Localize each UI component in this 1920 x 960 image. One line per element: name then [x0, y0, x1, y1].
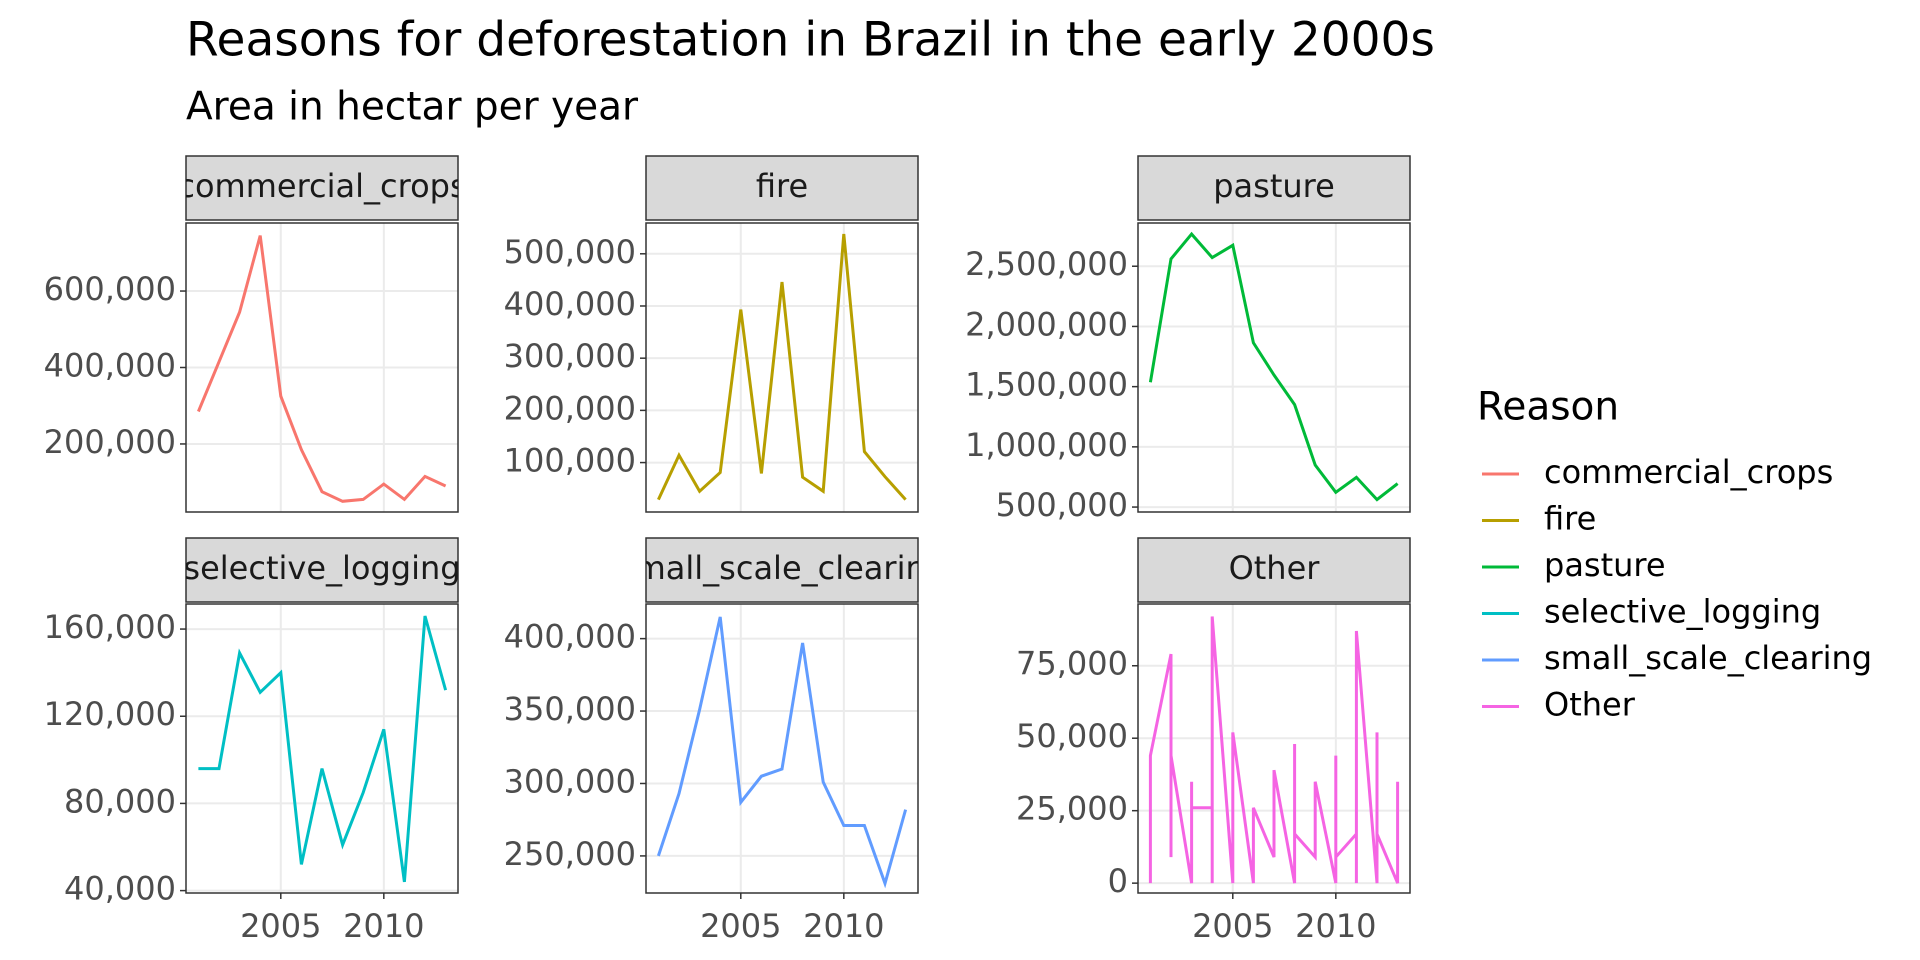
- strip: [1137, 155, 1411, 221]
- y-tick-label: 80,000: [64, 782, 176, 820]
- panel-background: [646, 604, 918, 893]
- y-tick-label: 300,000: [504, 337, 636, 375]
- y-tick-label: 25,000: [1016, 790, 1128, 828]
- y-tick-label: 200,000: [44, 423, 176, 461]
- y-tick-label: 300,000: [504, 762, 636, 800]
- data-line: [1148, 616, 1400, 884]
- y-tick-label: 400,000: [504, 618, 636, 656]
- y-tick-label: 40,000: [64, 870, 176, 908]
- y-tick-label: 1,500,000: [965, 366, 1128, 404]
- chart-subtitle: Area in hectar per year: [186, 85, 639, 130]
- x-tick-label: 2010: [343, 907, 424, 945]
- y-tick-label: 400,000: [504, 285, 636, 323]
- x-tick-label: 2010: [1295, 907, 1376, 945]
- data-line: [656, 616, 908, 889]
- x-tick-label: 2005: [1192, 907, 1273, 945]
- y-tick-label: 400,000: [44, 347, 176, 385]
- x-tick-label: 2005: [700, 907, 781, 945]
- y-tick-label: 200,000: [504, 389, 636, 427]
- strip: [185, 537, 459, 603]
- panel-border: [185, 603, 459, 894]
- strip-text: small_scale_clearing: [618, 549, 946, 587]
- y-tick-label: 2,500,000: [965, 245, 1128, 283]
- panel-border: [645, 222, 919, 513]
- panel-border: [645, 603, 919, 894]
- panel-background: [1138, 223, 1410, 512]
- strip-text: pasture: [1213, 167, 1335, 205]
- strip: [1137, 537, 1411, 603]
- panel-border: [1137, 222, 1411, 513]
- legend-label: fire: [1544, 500, 1596, 538]
- x-tick-label: 2005: [240, 907, 321, 945]
- y-tick-label: 120,000: [44, 695, 176, 733]
- strip: [185, 155, 459, 221]
- y-tick-label: 160,000: [44, 608, 176, 646]
- legend-label: selective_logging: [1544, 593, 1821, 631]
- legend-label: pasture: [1544, 546, 1666, 584]
- y-tick-label: 50,000: [1016, 717, 1128, 755]
- legend-label: commercial_crops: [1544, 453, 1833, 491]
- strip-text: commercial_crops: [177, 167, 466, 205]
- panel-border: [1137, 603, 1411, 894]
- data-line: [1148, 231, 1399, 502]
- y-tick-label: 1,000,000: [965, 426, 1128, 464]
- strip: [645, 537, 919, 603]
- y-tick-label: 2,000,000: [965, 305, 1128, 343]
- x-tick-label: 2010: [803, 907, 884, 945]
- legend-label: small_scale_clearing: [1544, 639, 1872, 677]
- data-line: [197, 235, 447, 503]
- y-tick-label: 75,000: [1016, 645, 1128, 683]
- y-tick-label: 600,000: [44, 270, 176, 308]
- strip-text: fire: [756, 167, 808, 205]
- data-line: [657, 233, 907, 501]
- y-tick-label: 250,000: [504, 835, 636, 873]
- legend-label: Other: [1544, 686, 1636, 724]
- data-line: [198, 615, 448, 883]
- y-tick-label: 100,000: [504, 442, 636, 480]
- strip: [645, 155, 919, 221]
- chart-title: Reasons for deforestation in Brazil in t…: [186, 13, 1435, 68]
- y-tick-label: 350,000: [504, 690, 636, 728]
- strip-text: selective_logging: [183, 549, 460, 587]
- strip-text: Other: [1229, 549, 1321, 587]
- legend-title: Reason: [1477, 385, 1619, 430]
- y-tick-label: 500,000: [996, 486, 1128, 524]
- y-tick-label: 500,000: [504, 233, 636, 271]
- panel-border: [185, 222, 459, 513]
- y-tick-label: 0: [1108, 862, 1128, 900]
- panel-background: [186, 604, 458, 893]
